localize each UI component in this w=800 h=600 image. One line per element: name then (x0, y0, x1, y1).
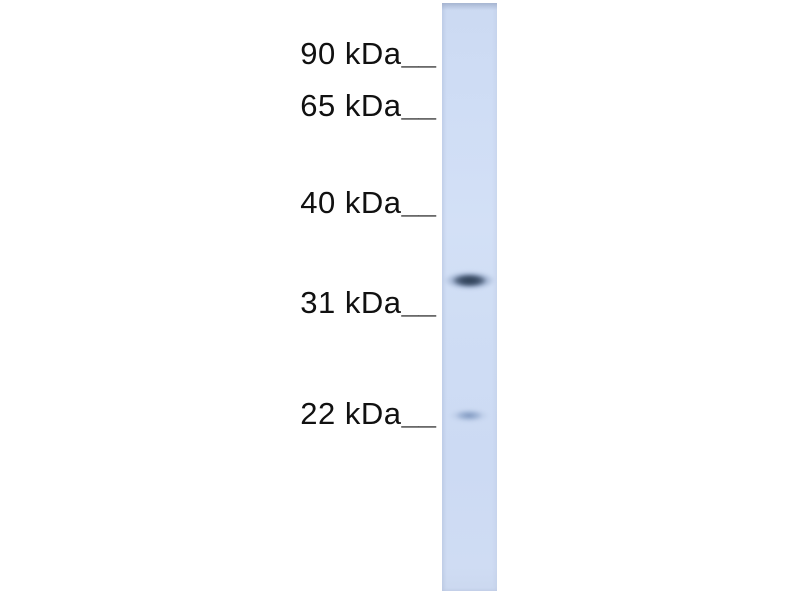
molecular-weight-label: 31 kDa (300, 285, 402, 320)
blot-lane (442, 3, 497, 591)
marker-row-90kda: 90 kDa__ (300, 37, 436, 71)
tick-underscore: __ (401, 185, 436, 220)
tick-underscore: __ (401, 285, 436, 320)
protein-band-strong (444, 271, 495, 290)
marker-row-31kda: 31 kDa__ (300, 286, 436, 320)
molecular-weight-label: 90 kDa (300, 36, 402, 71)
molecular-weight-label: 65 kDa (300, 88, 402, 123)
protein-band-faint (449, 408, 489, 423)
tick-underscore: __ (401, 36, 436, 71)
tick-underscore: __ (401, 396, 436, 431)
lane-top-shade (442, 3, 497, 10)
marker-row-22kda: 22 kDa__ (300, 397, 436, 431)
marker-row-40kda: 40 kDa__ (300, 186, 436, 220)
molecular-weight-label: 22 kDa (300, 396, 402, 431)
tick-underscore: __ (401, 88, 436, 123)
molecular-weight-label: 40 kDa (300, 185, 402, 220)
marker-row-65kda: 65 kDa__ (300, 89, 436, 123)
